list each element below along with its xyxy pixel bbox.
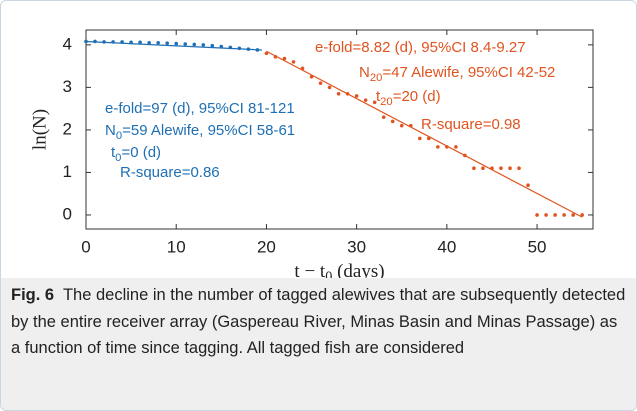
data-point [454, 145, 458, 149]
data-point [508, 166, 512, 170]
text-sub: 20 [380, 96, 393, 108]
data-point [201, 43, 206, 47]
annotation: N20=47 Alewife, 95%CI 42-52 [359, 64, 555, 84]
caption: Fig. 6 The decline in the number of tagg… [1, 278, 636, 410]
x-tick-label: 30 [347, 237, 366, 256]
data-point [562, 213, 566, 217]
text-rest: =59 Alewife, 95%CI 58-61 [122, 122, 295, 139]
data-point [526, 183, 530, 188]
data-point [436, 145, 440, 149]
text-main: N [105, 122, 116, 139]
text-main: N [359, 64, 370, 81]
data-point [517, 166, 521, 170]
data-point [481, 166, 485, 170]
x-tick-label: 50 [528, 237, 547, 256]
data-point [535, 213, 539, 217]
data-point [544, 213, 548, 217]
text-rest: =0 (d) [121, 144, 161, 161]
data-point [472, 166, 476, 170]
plot-area [85, 29, 594, 230]
data-point [363, 98, 368, 102]
caption-text: The decline in the number of tagged alew… [11, 286, 626, 357]
data-point [336, 91, 341, 96]
data-point [165, 41, 169, 45]
y-tick-label: 3 [63, 77, 72, 96]
data-point [147, 40, 151, 45]
data-point [138, 40, 142, 45]
data-point [264, 51, 269, 56]
x-axis-label: t − t0 (days) [294, 261, 384, 278]
text-rest: =20 (d) [393, 88, 441, 105]
annotation: t0=0 (d) [111, 144, 161, 164]
annotation: e-fold=97 (d), 95%CI 81-121 [105, 100, 295, 117]
text-main: t [376, 88, 381, 105]
data-point [174, 41, 179, 46]
data-point [399, 123, 404, 128]
annotation: t20=20 (d) [376, 88, 441, 108]
y-tick-label: 4 [63, 34, 72, 53]
text-main: t − t [294, 261, 325, 278]
data-point [571, 213, 575, 217]
x-tick-label: 0 [81, 237, 90, 256]
annotation: R-square=0.98 [421, 116, 521, 133]
fit-line [85, 40, 262, 51]
data-point [183, 42, 188, 46]
data-point [192, 42, 197, 47]
text-sub: 0 [116, 130, 122, 142]
data-point [553, 213, 557, 217]
x-tick-label: 20 [257, 237, 276, 256]
data-point [499, 166, 503, 170]
text-main: R-square=0.98 [421, 116, 521, 133]
fit-line [266, 50, 583, 218]
data-point [417, 136, 422, 141]
data-point [390, 119, 395, 124]
text-main: t [111, 144, 116, 161]
text-main: R-square=0.86 [120, 164, 220, 181]
y-tick-label: 1 [63, 162, 72, 181]
data-point [156, 40, 160, 45]
text-sub: 0 [325, 269, 332, 278]
x-tick-label: 40 [437, 237, 456, 256]
annotation: N0=59 Alewife, 95%CI 58-61 [105, 122, 295, 142]
data-point [354, 94, 359, 98]
y-axis-label: ln(N) [29, 109, 50, 150]
data-point [381, 115, 386, 119]
annotation: e-fold=8.82 (d), 95%CI 8.4-9.27 [315, 39, 526, 56]
data-point [580, 213, 584, 217]
text-sub: 20 [370, 72, 383, 84]
data-point [282, 56, 287, 61]
y-tick-label: 2 [63, 119, 72, 138]
text-main: e-fold=97 (d), 95%CI 81-121 [105, 100, 295, 117]
caption-label: Fig. 6 [11, 286, 55, 304]
data-point [327, 85, 332, 90]
text-main: e-fold=8.82 (d), 95%CI 8.4-9.27 [315, 39, 526, 56]
data-point [210, 43, 215, 48]
x-tick-label: 10 [167, 237, 186, 256]
text-rest: (days) [332, 261, 384, 278]
data-point [372, 100, 377, 105]
data-point [318, 81, 323, 85]
text-sub: 0 [115, 152, 121, 164]
text-rest: =47 Alewife, 95%CI 42-52 [382, 64, 555, 81]
data-point [291, 60, 296, 64]
annotation: R-square=0.86 [120, 164, 220, 181]
y-tick-label: 0 [63, 204, 72, 223]
